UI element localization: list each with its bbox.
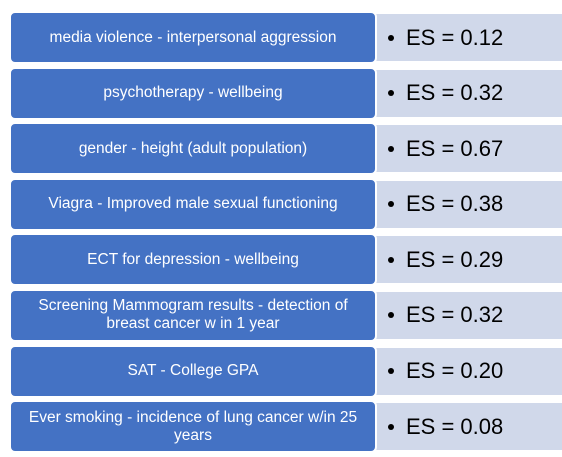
- list-item: media violence - interpersonal aggressio…: [10, 12, 562, 63]
- list-item: psychotherapy - wellbeing ES = 0.32: [10, 67, 562, 119]
- effect-size-list: media violence - interpersonal aggressio…: [10, 12, 562, 457]
- bullet-icon: [388, 312, 394, 319]
- effect-size-box: ES = 0.67: [372, 125, 562, 173]
- effect-size-value: ES = 0.67: [406, 135, 504, 161]
- bullet-icon: [388, 256, 394, 263]
- comparison-label-box: psychotherapy - wellbeing: [10, 67, 376, 119]
- effect-size-value: ES = 0.12: [406, 24, 504, 50]
- comparison-label: ECT for depression - wellbeing: [87, 250, 299, 268]
- comparison-label: Screening Mammogram results - detection …: [38, 297, 348, 333]
- comparison-label: SAT - College GPA: [127, 362, 259, 380]
- comparison-label: psychotherapy - wellbeing: [103, 84, 283, 102]
- effect-size-value: ES = 0.08: [406, 413, 504, 439]
- list-item: gender - height (adult population) ES = …: [10, 123, 562, 175]
- comparison-label-box: Ever smoking - incidence of lung cancer …: [10, 401, 376, 453]
- bullet-icon: [388, 201, 394, 208]
- comparison-label-box: gender - height (adult population): [10, 123, 376, 175]
- effect-size-box: ES = 0.12: [372, 14, 562, 61]
- comparison-label-box: SAT - College GPA: [10, 345, 376, 397]
- effect-size-value: ES = 0.32: [406, 80, 504, 106]
- list-item: Screening Mammogram results - detection …: [10, 289, 562, 341]
- list-item: Ever smoking - incidence of lung cancer …: [10, 401, 562, 453]
- list-item: SAT - College GPA ES = 0.20: [10, 345, 562, 397]
- bullet-icon: [388, 145, 394, 152]
- comparison-label-box: Screening Mammogram results - detection …: [10, 289, 376, 341]
- effect-size-value: ES = 0.32: [406, 302, 504, 328]
- bullet-icon: [388, 423, 394, 430]
- comparison-label: Viagra - Improved male sexual functionin…: [48, 195, 338, 213]
- bullet-icon: [388, 90, 394, 97]
- effect-size-box: ES = 0.38: [372, 180, 562, 228]
- comparison-label: Ever smoking - incidence of lung cancer …: [28, 408, 358, 444]
- effect-size-box: ES = 0.32: [372, 291, 562, 339]
- comparison-label: gender - height (adult population): [78, 139, 308, 157]
- comparison-label-box: ECT for depression - wellbeing: [10, 234, 376, 286]
- comparison-label-box: Viagra - Improved male sexual functionin…: [10, 178, 376, 230]
- effect-size-box: ES = 0.32: [372, 69, 562, 117]
- effect-size-value: ES = 0.29: [406, 246, 504, 272]
- comparison-label-box: media violence - interpersonal aggressio…: [10, 12, 376, 63]
- effect-size-box: ES = 0.29: [372, 236, 562, 284]
- effect-size-value: ES = 0.38: [406, 191, 504, 217]
- bullet-icon: [388, 34, 394, 41]
- effect-size-box: ES = 0.08: [372, 403, 562, 451]
- list-item: ECT for depression - wellbeing ES = 0.29: [10, 234, 562, 286]
- bullet-icon: [388, 368, 394, 375]
- list-item: Viagra - Improved male sexual functionin…: [10, 178, 562, 230]
- effect-size-box: ES = 0.20: [372, 347, 562, 395]
- effect-size-value: ES = 0.20: [406, 358, 504, 384]
- comparison-label: media violence - interpersonal aggressio…: [49, 28, 337, 46]
